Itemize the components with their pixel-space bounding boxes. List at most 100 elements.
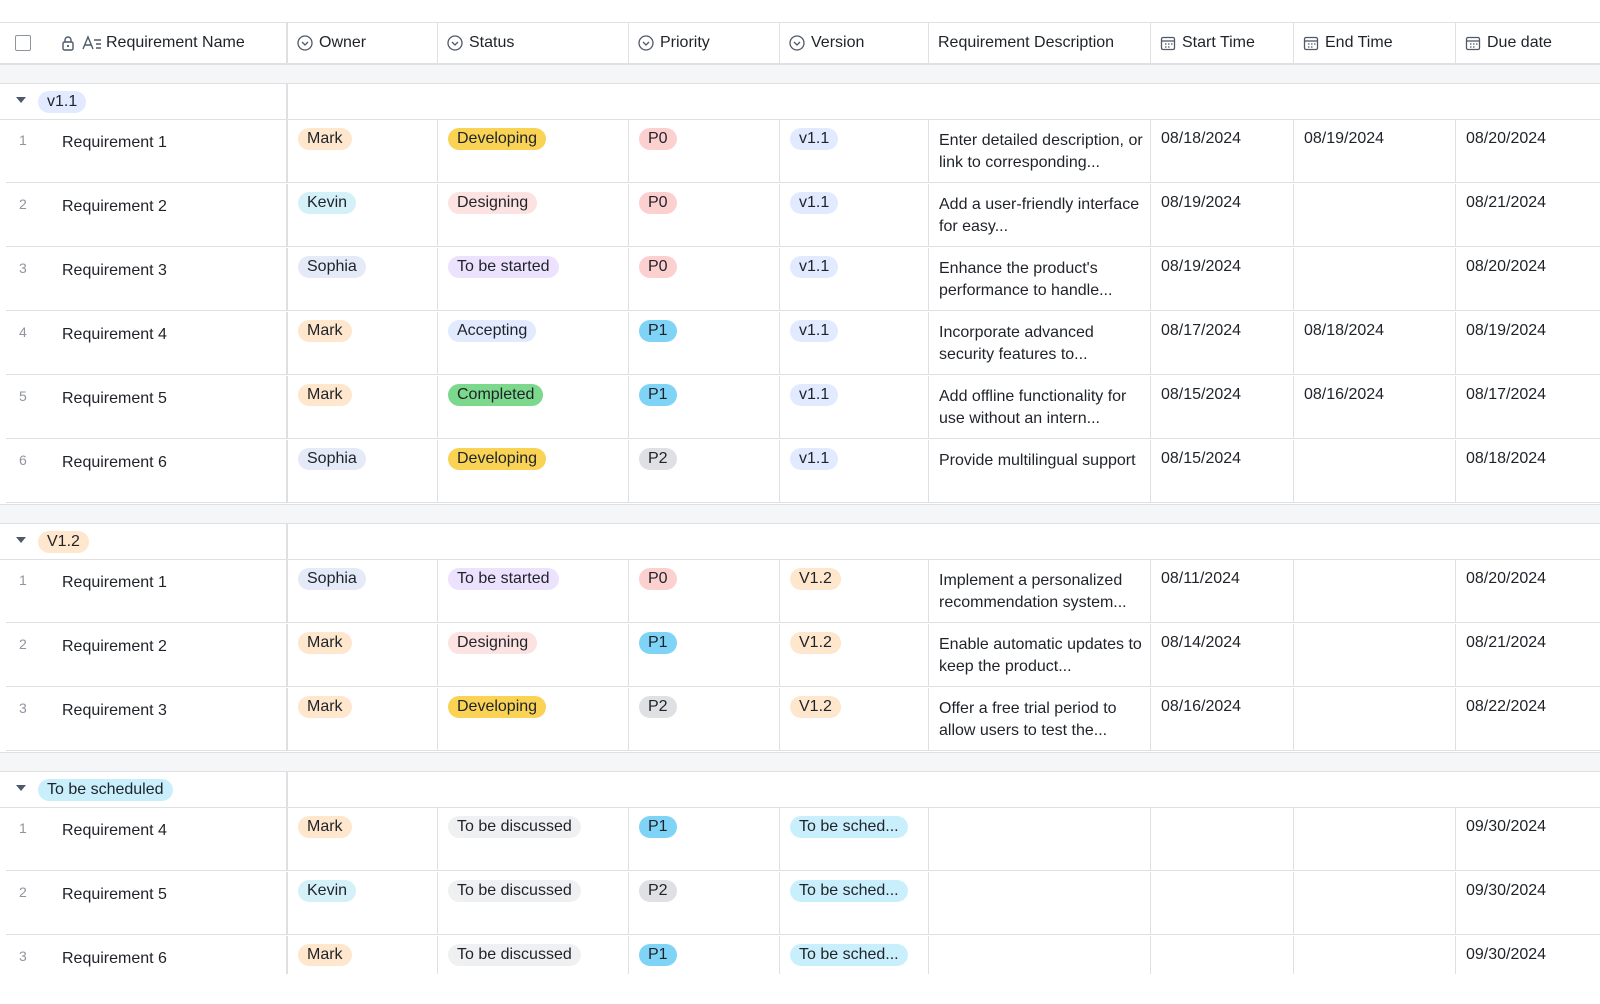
collapse-caret-icon[interactable] xyxy=(16,537,26,543)
priority-cell[interactable]: P1 xyxy=(629,936,780,974)
due-cell[interactable]: 09/30/2024 xyxy=(1456,936,1600,974)
end-cell[interactable] xyxy=(1294,872,1456,935)
start-cell[interactable]: 08/19/2024 xyxy=(1151,248,1294,311)
table-row[interactable]: 2 Requirement 2 Mark Designing P1 V1.2 Enable … xyxy=(0,624,1600,687)
start-cell[interactable]: 08/19/2024 xyxy=(1151,184,1294,247)
due-cell[interactable]: 08/20/2024 xyxy=(1456,120,1600,183)
priority-cell[interactable]: P1 xyxy=(629,808,780,871)
due-cell[interactable]: 08/20/2024 xyxy=(1456,560,1600,623)
requirement-name-cell[interactable]: 1 Requirement 4 xyxy=(0,808,288,871)
owner-cell[interactable]: Mark xyxy=(288,376,438,439)
collapse-caret-icon[interactable] xyxy=(16,97,26,103)
table-row[interactable]: 3 Requirement 3 Mark Developing P2 V1.2 Offer … xyxy=(0,688,1600,751)
description-cell[interactable]: Enable automatic updates to keep the pro… xyxy=(929,624,1151,687)
requirement-name-cell[interactable]: 3 Requirement 3 xyxy=(0,248,288,311)
header-owner[interactable]: Owner xyxy=(288,23,438,63)
header-due-date[interactable]: Due date xyxy=(1456,23,1600,63)
end-cell[interactable] xyxy=(1294,560,1456,623)
version-cell[interactable]: v1.1 xyxy=(780,376,929,439)
due-cell[interactable]: 08/21/2024 xyxy=(1456,184,1600,247)
start-cell[interactable]: 08/18/2024 xyxy=(1151,120,1294,183)
version-cell[interactable]: v1.1 xyxy=(780,120,929,183)
end-cell[interactable]: 08/16/2024 xyxy=(1294,376,1456,439)
end-cell[interactable] xyxy=(1294,624,1456,687)
collapse-caret-icon[interactable] xyxy=(16,785,26,791)
due-cell[interactable]: 08/20/2024 xyxy=(1456,248,1600,311)
requirement-name-cell[interactable]: 3 Requirement 3 xyxy=(0,688,288,751)
description-cell[interactable]: Implement a personalized recommendation … xyxy=(929,560,1151,623)
description-cell[interactable]: Enhance the product's performance to han… xyxy=(929,248,1151,311)
header-end-time[interactable]: End Time xyxy=(1294,23,1456,63)
owner-cell[interactable]: Mark xyxy=(288,808,438,871)
table-row[interactable]: 1 Requirement 1 Sophia To be started P0 V1.2 I… xyxy=(0,560,1600,623)
start-cell[interactable]: 08/16/2024 xyxy=(1151,688,1294,751)
description-cell[interactable]: Incorporate advanced security features t… xyxy=(929,312,1151,375)
start-cell[interactable]: 08/15/2024 xyxy=(1151,376,1294,439)
header-requirement-name[interactable]: Requirement Name xyxy=(52,23,288,63)
owner-cell[interactable]: Kevin xyxy=(288,184,438,247)
priority-cell[interactable]: P0 xyxy=(629,184,780,247)
start-cell[interactable]: 08/11/2024 xyxy=(1151,560,1294,623)
owner-cell[interactable]: Mark xyxy=(288,120,438,183)
start-cell[interactable]: 08/14/2024 xyxy=(1151,624,1294,687)
requirement-name-cell[interactable]: 2 Requirement 2 xyxy=(0,184,288,247)
description-cell[interactable] xyxy=(929,872,1151,935)
due-cell[interactable]: 09/30/2024 xyxy=(1456,872,1600,935)
status-cell[interactable]: To be discussed xyxy=(438,808,629,871)
description-cell[interactable]: Enter detailed description, or link to c… xyxy=(929,120,1151,183)
owner-cell[interactable]: Mark xyxy=(288,312,438,375)
priority-cell[interactable]: P1 xyxy=(629,624,780,687)
due-cell[interactable]: 08/19/2024 xyxy=(1456,312,1600,375)
header-start-time[interactable]: Start Time xyxy=(1151,23,1294,63)
requirement-name-cell[interactable]: 4 Requirement 4 xyxy=(0,312,288,375)
requirement-name-cell[interactable]: 1 Requirement 1 xyxy=(0,120,288,183)
owner-cell[interactable]: Sophia xyxy=(288,440,438,503)
priority-cell[interactable]: P1 xyxy=(629,376,780,439)
due-cell[interactable]: 08/18/2024 xyxy=(1456,440,1600,503)
owner-cell[interactable]: Sophia xyxy=(288,248,438,311)
table-row[interactable]: 4 Requirement 4 Mark Accepting P1 v1.1 Incorpo… xyxy=(0,312,1600,375)
end-cell[interactable] xyxy=(1294,936,1456,974)
owner-cell[interactable]: Mark xyxy=(288,624,438,687)
header-priority[interactable]: Priority xyxy=(629,23,780,63)
description-cell[interactable]: Add offline functionality for use withou… xyxy=(929,376,1151,439)
status-cell[interactable]: Accepting xyxy=(438,312,629,375)
requirement-name-cell[interactable]: 2 Requirement 5 xyxy=(0,872,288,935)
status-cell[interactable]: Developing xyxy=(438,688,629,751)
priority-cell[interactable]: P1 xyxy=(629,312,780,375)
requirement-name-cell[interactable]: 2 Requirement 2 xyxy=(0,624,288,687)
requirement-name-cell[interactable]: 1 Requirement 1 xyxy=(0,560,288,623)
priority-cell[interactable]: P2 xyxy=(629,688,780,751)
priority-cell[interactable]: P0 xyxy=(629,120,780,183)
table-row[interactable]: 5 Requirement 5 Mark Completed P1 v1.1 Add off… xyxy=(0,376,1600,439)
requirement-name-cell[interactable]: 3 Requirement 6 xyxy=(0,936,288,974)
header-requirement-description[interactable]: Requirement Description xyxy=(929,23,1151,63)
status-cell[interactable]: To be started xyxy=(438,560,629,623)
owner-cell[interactable]: Mark xyxy=(288,936,438,974)
status-cell[interactable]: To be started xyxy=(438,248,629,311)
owner-cell[interactable]: Kevin xyxy=(288,872,438,935)
table-row[interactable]: 3 Requirement 6 Mark To be discussed P1 To be… xyxy=(0,936,1600,974)
end-cell[interactable]: 08/19/2024 xyxy=(1294,120,1456,183)
description-cell[interactable]: Offer a free trial period to allow users… xyxy=(929,688,1151,751)
requirement-name-cell[interactable]: 5 Requirement 5 xyxy=(0,376,288,439)
due-cell[interactable]: 08/17/2024 xyxy=(1456,376,1600,439)
version-cell[interactable]: v1.1 xyxy=(780,248,929,311)
start-cell[interactable] xyxy=(1151,872,1294,935)
status-cell[interactable]: Completed xyxy=(438,376,629,439)
due-cell[interactable]: 08/22/2024 xyxy=(1456,688,1600,751)
start-cell[interactable] xyxy=(1151,808,1294,871)
version-cell[interactable]: To be sched... xyxy=(780,808,929,871)
header-version[interactable]: Version xyxy=(780,23,929,63)
priority-cell[interactable]: P0 xyxy=(629,248,780,311)
header-select-all-cell[interactable] xyxy=(0,23,62,63)
status-cell[interactable]: Designing xyxy=(438,184,629,247)
description-cell[interactable] xyxy=(929,936,1151,974)
priority-cell[interactable]: P2 xyxy=(629,440,780,503)
end-cell[interactable] xyxy=(1294,440,1456,503)
table-row[interactable]: 2 Requirement 2 Kevin Designing P0 v1.1 Add a … xyxy=(0,184,1600,247)
start-cell[interactable]: 08/17/2024 xyxy=(1151,312,1294,375)
table-row[interactable]: 2 Requirement 5 Kevin To be discussed P2 To b… xyxy=(0,872,1600,935)
version-cell[interactable]: v1.1 xyxy=(780,312,929,375)
status-cell[interactable]: To be discussed xyxy=(438,936,629,974)
